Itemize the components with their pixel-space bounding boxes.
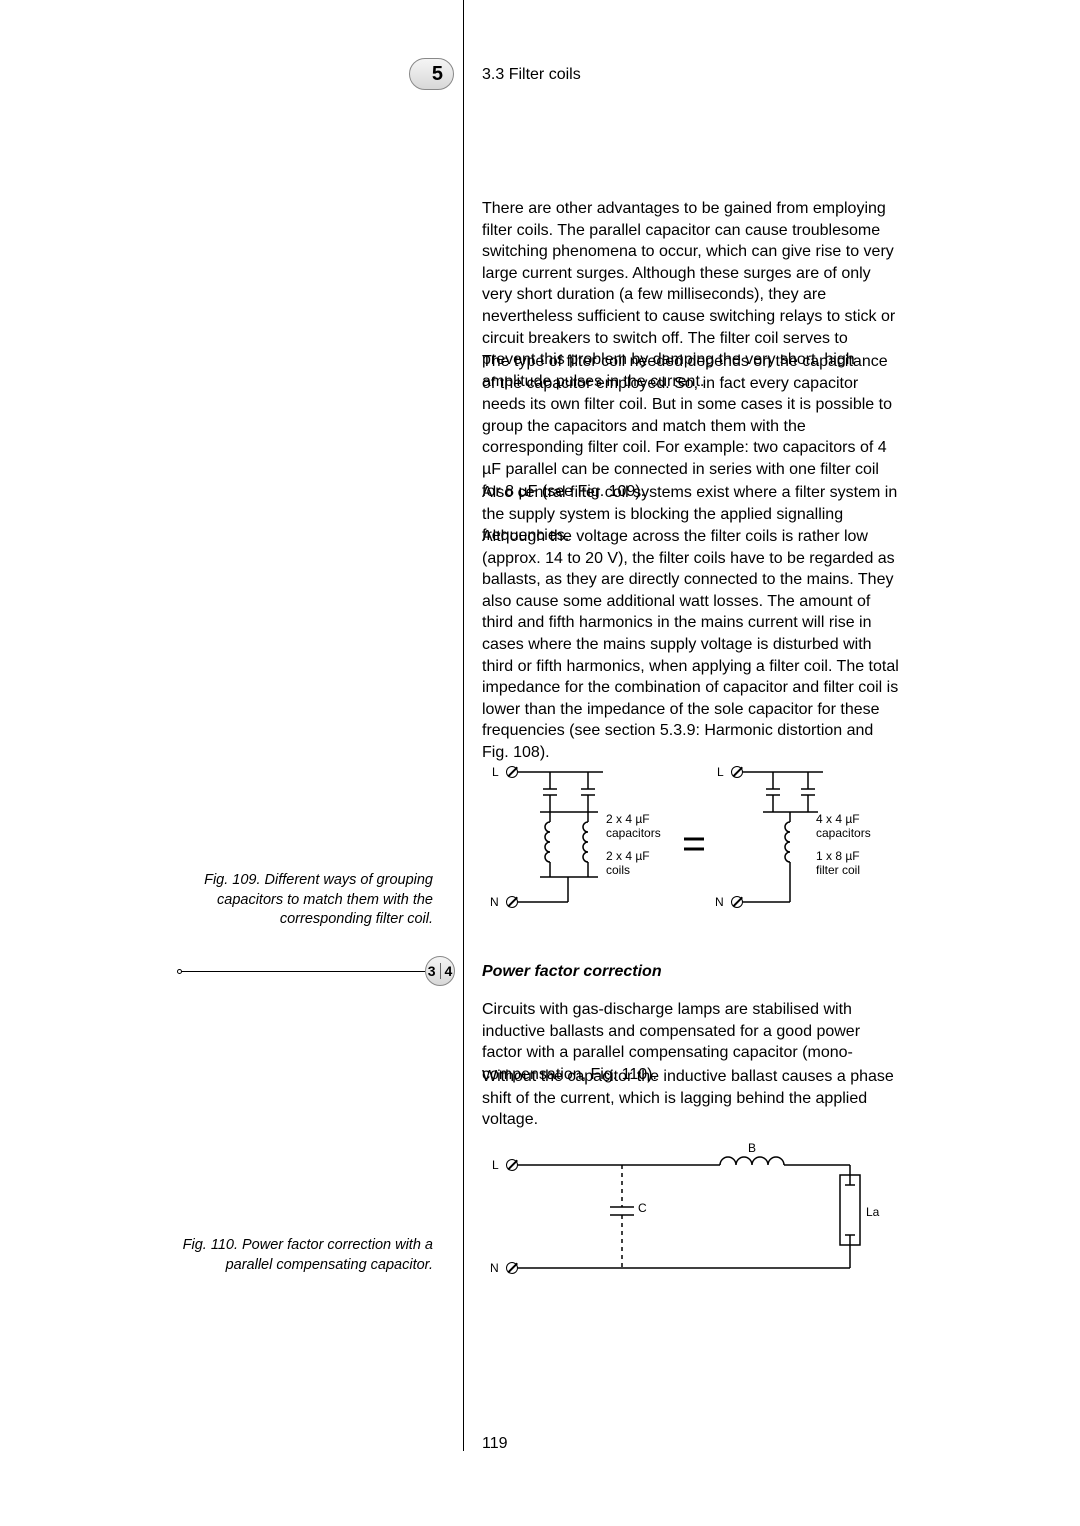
fig109-right-L: L: [717, 765, 724, 779]
terminal-icon: [506, 1159, 518, 1171]
fig110-La: La: [866, 1205, 879, 1219]
fig109-right-caps: 4 x 4 µF capacitors: [816, 812, 871, 841]
fig109-right-N: N: [715, 895, 724, 909]
vertical-divider: [463, 0, 464, 1451]
fig110-N: N: [490, 1261, 499, 1275]
paragraph-6: Without the capacitor the inductive ball…: [482, 1066, 902, 1131]
chapter-pill: 5: [409, 58, 454, 90]
terminal-icon: [731, 896, 743, 908]
fig110-L: L: [492, 1158, 499, 1172]
fig109-svg: [488, 757, 903, 935]
fig109-left-coils: 2 x 4 µF coils: [606, 849, 650, 878]
section-pill: 3 4: [425, 956, 455, 986]
chapter-number: 5: [432, 63, 443, 86]
terminal-icon: [731, 766, 743, 778]
fig110-C: C: [638, 1201, 647, 1215]
fig110-caption: Fig. 110. Power factor correction with a…: [170, 1236, 433, 1275]
page-number: 119: [482, 1435, 508, 1453]
section-num-a: 3: [424, 963, 441, 979]
terminal-icon: [506, 1262, 518, 1274]
section-34-title: Power factor correction: [482, 963, 662, 981]
fig109-left-L: L: [492, 765, 499, 779]
paragraph-2: The type of filter coil needed depends o…: [482, 351, 902, 502]
section-rule: [180, 971, 425, 972]
fig110-B: B: [748, 1141, 756, 1155]
section-heading: 3.3 Filter coils: [482, 66, 581, 84]
terminal-icon: [506, 766, 518, 778]
fig110-svg: [488, 1135, 903, 1285]
fig109-left-caps: 2 x 4 µF capacitors: [606, 812, 661, 841]
section-num-b: 4: [441, 963, 457, 979]
rule-endpoint-icon: [177, 969, 182, 974]
fig109-caption: Fig. 109. Different ways of grouping cap…: [170, 871, 433, 930]
fig109-left-N: N: [490, 895, 499, 909]
figure-109: L N L N 2 x 4 µF capacitors 2 x 4 µF coi…: [488, 757, 903, 935]
figure-110: L N B C La: [488, 1135, 903, 1285]
fig109-right-coil: 1 x 8 µF filter coil: [816, 849, 860, 878]
paragraph-4: Although the voltage across the filter c…: [482, 526, 902, 764]
terminal-icon: [506, 896, 518, 908]
